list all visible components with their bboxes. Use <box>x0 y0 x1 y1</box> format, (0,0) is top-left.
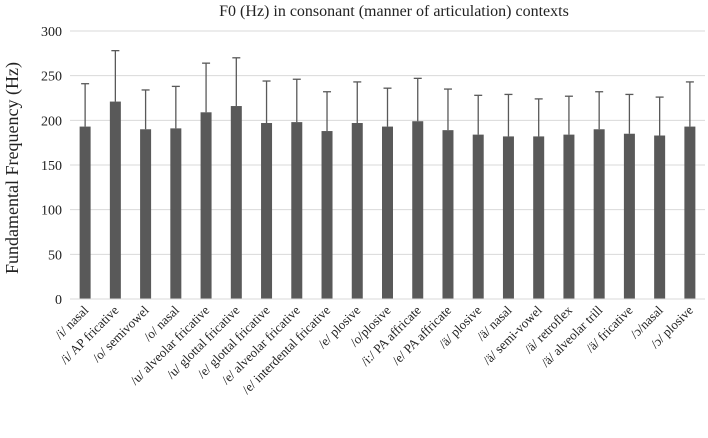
bar <box>230 106 242 299</box>
bar <box>351 123 363 299</box>
y-tick-label: 100 <box>41 204 62 219</box>
y-tick-label: 200 <box>41 114 62 129</box>
y-axis-ticks: 0 50 100 150 200 250 300 <box>41 25 62 308</box>
bar <box>200 112 212 299</box>
y-tick-label: 150 <box>41 159 62 174</box>
bar <box>684 126 696 299</box>
x-axis-ticks: /i/ nasal/i/ AP fricative/o/ semivowel/o… <box>52 302 696 397</box>
bar <box>170 128 182 299</box>
bar <box>533 136 545 299</box>
y-tick-label: 0 <box>55 293 62 308</box>
bar <box>321 131 333 299</box>
bar <box>291 122 303 300</box>
bars <box>79 101 696 300</box>
bar <box>109 101 121 299</box>
bar <box>261 123 273 299</box>
error-bars <box>81 50 694 137</box>
bar <box>623 133 635 299</box>
bar <box>593 129 605 299</box>
bar <box>79 126 91 299</box>
bar <box>140 129 152 299</box>
bar <box>472 134 484 299</box>
y-tick-label: 50 <box>48 248 62 263</box>
bar <box>502 136 514 299</box>
y-tick-label: 250 <box>41 70 62 85</box>
bar <box>442 130 454 299</box>
y-tick-label: 300 <box>41 25 62 40</box>
chart-title: F0 (Hz) in consonant (manner of articula… <box>219 3 569 20</box>
y-axis-label: Fundamental Frequency (Hz) <box>2 62 23 274</box>
bar <box>412 121 424 299</box>
bar <box>563 134 575 299</box>
bar <box>382 126 393 299</box>
bar <box>654 135 666 299</box>
